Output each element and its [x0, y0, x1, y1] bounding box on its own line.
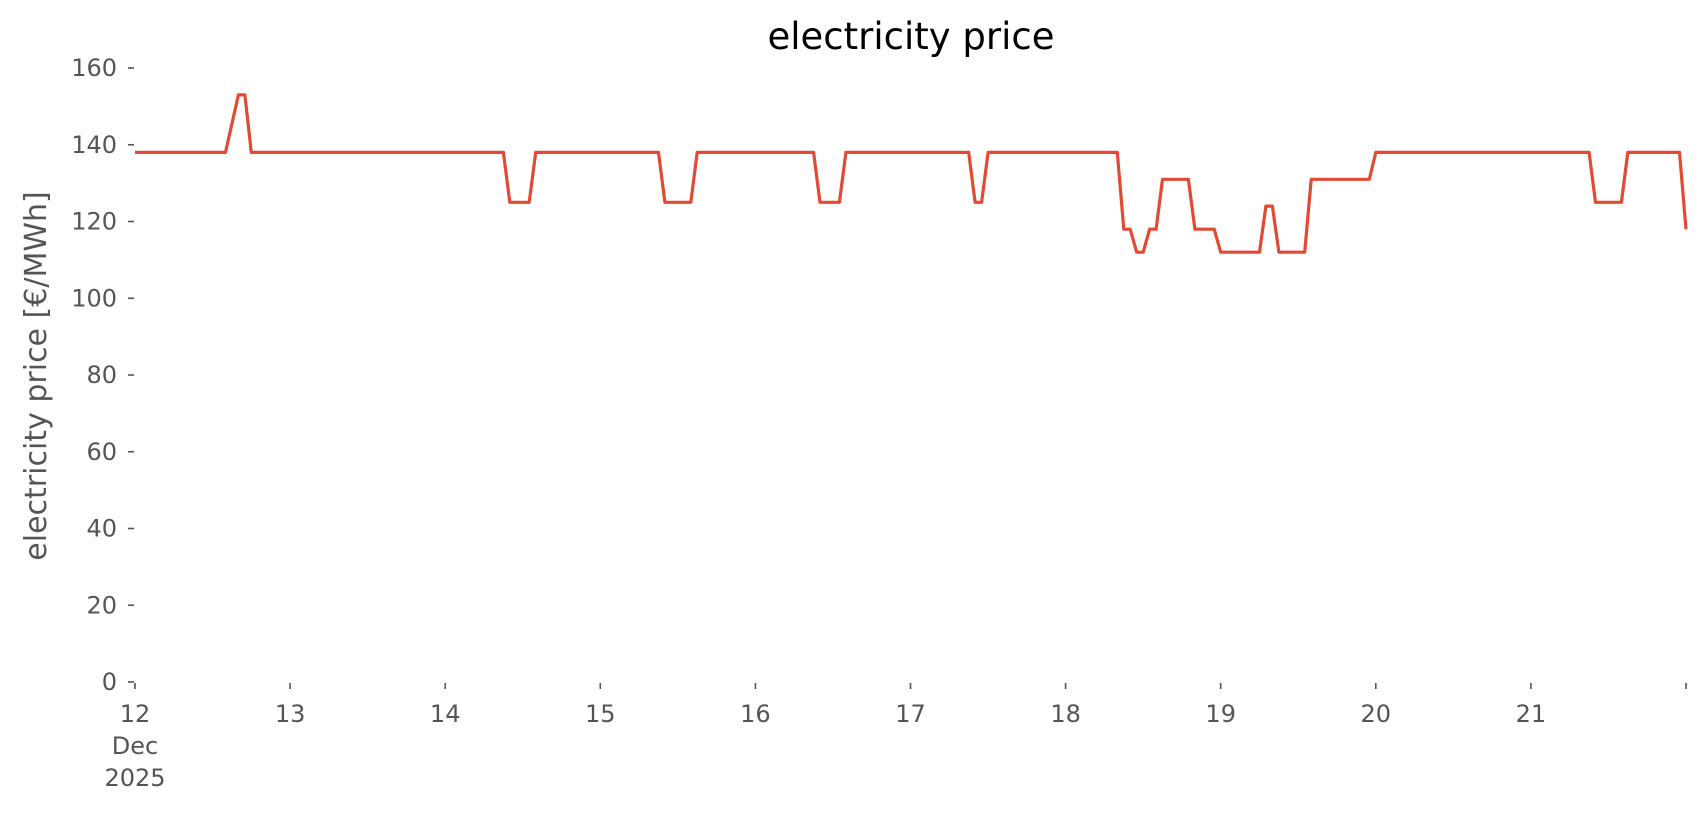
y-tick-label: 140 — [71, 131, 117, 159]
x-tick-label: 12 Dec 2025 — [104, 700, 165, 792]
plot-area — [135, 93, 1688, 254]
x-tick-label: 18 — [1050, 700, 1081, 728]
x-tick-label: 17 — [895, 700, 926, 728]
y-tick-label: 80 — [86, 361, 117, 389]
price-series-line — [135, 93, 1688, 254]
y-tick-label: 40 — [86, 515, 117, 543]
y-tick-label: 0 — [102, 668, 117, 696]
x-tick-label: 19 — [1205, 700, 1236, 728]
chart-title: electricity price — [767, 15, 1054, 58]
y-axis-label: electricity price [€/MWh] — [19, 191, 54, 560]
x-tick-label: 20 — [1361, 700, 1392, 728]
y-tick-label: 20 — [86, 591, 117, 619]
y-tick-label: 100 — [71, 284, 117, 312]
x-tick-label: 14 — [430, 700, 461, 728]
x-tick-label: 21 — [1516, 700, 1547, 728]
x-tick-label: 15 — [585, 700, 616, 728]
y-tick-label: 160 — [71, 54, 117, 82]
x-axis: 12 Dec 2025 13 14 15 16 17 18 19 20 21 — [104, 683, 1687, 792]
x-tick-label: 16 — [740, 700, 771, 728]
y-axis: 0 20 40 60 80 100 120 140 160 — [71, 54, 134, 696]
y-tick-label: 120 — [71, 208, 117, 236]
y-tick-label: 60 — [86, 438, 117, 466]
x-tick-label: 13 — [275, 700, 306, 728]
